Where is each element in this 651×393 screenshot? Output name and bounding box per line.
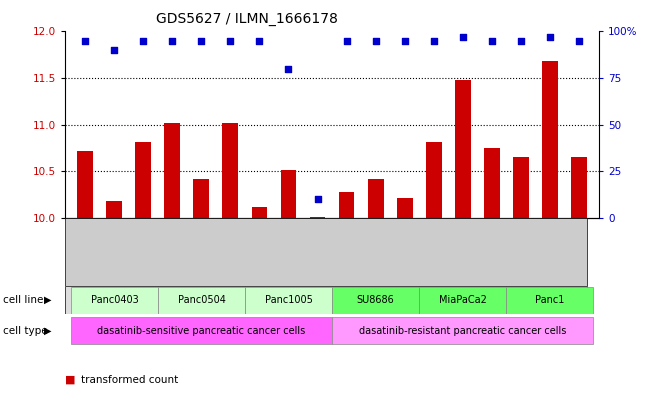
Bar (193, 179, 210, 218)
Point (255, 38, 265, 44)
Bar (571, 158, 587, 218)
Point (109, 47, 120, 53)
Text: cell line: cell line (3, 295, 44, 305)
Bar (135, 141, 152, 218)
Text: MiaPaCa2: MiaPaCa2 (439, 295, 486, 305)
Text: SU8686: SU8686 (357, 295, 395, 305)
Text: Panc0504: Panc0504 (178, 295, 225, 305)
Bar (165, 123, 180, 218)
Point (341, 38, 352, 44)
Point (544, 34, 555, 40)
Text: Panc1: Panc1 (535, 295, 564, 305)
Bar (71, 317, 332, 344)
Point (370, 38, 381, 44)
Text: dasatinib-sensitive pancreatic cancer cells: dasatinib-sensitive pancreatic cancer ce… (98, 325, 305, 336)
Text: dasatinib-resistant pancreatic cancer cells: dasatinib-resistant pancreatic cancer ce… (359, 325, 566, 336)
Text: Panc0403: Panc0403 (90, 295, 138, 305)
Bar (281, 170, 296, 218)
Bar (309, 217, 326, 218)
Text: ■: ■ (65, 375, 76, 385)
Bar (223, 123, 238, 218)
Point (312, 196, 323, 203)
Point (167, 38, 178, 44)
Point (225, 38, 236, 44)
Bar (71, 286, 158, 314)
Point (138, 38, 148, 44)
Bar (426, 141, 441, 218)
Point (574, 38, 584, 44)
Bar (506, 286, 593, 314)
Bar (332, 317, 593, 344)
Bar (107, 201, 122, 218)
Text: ▶: ▶ (44, 325, 52, 336)
Bar (251, 207, 268, 218)
Text: ▶: ▶ (44, 295, 52, 305)
Bar (77, 151, 93, 218)
Text: GDS5627 / ILMN_1666178: GDS5627 / ILMN_1666178 (156, 12, 339, 26)
Bar (158, 286, 245, 314)
Point (283, 66, 294, 72)
Point (196, 38, 206, 44)
Text: Panc1005: Panc1005 (264, 295, 312, 305)
Point (486, 38, 497, 44)
Bar (368, 179, 383, 218)
Bar (339, 192, 355, 218)
Text: cell type: cell type (3, 325, 48, 336)
Point (399, 38, 409, 44)
Point (516, 38, 526, 44)
Bar (484, 148, 499, 218)
Bar (542, 61, 557, 218)
Point (80, 38, 90, 44)
Bar (419, 286, 506, 314)
Bar (396, 198, 413, 218)
Bar (245, 286, 332, 314)
Bar (332, 286, 419, 314)
Bar (454, 80, 471, 218)
Bar (512, 158, 529, 218)
Point (428, 38, 439, 44)
Text: transformed count: transformed count (81, 375, 178, 385)
Point (458, 34, 468, 40)
